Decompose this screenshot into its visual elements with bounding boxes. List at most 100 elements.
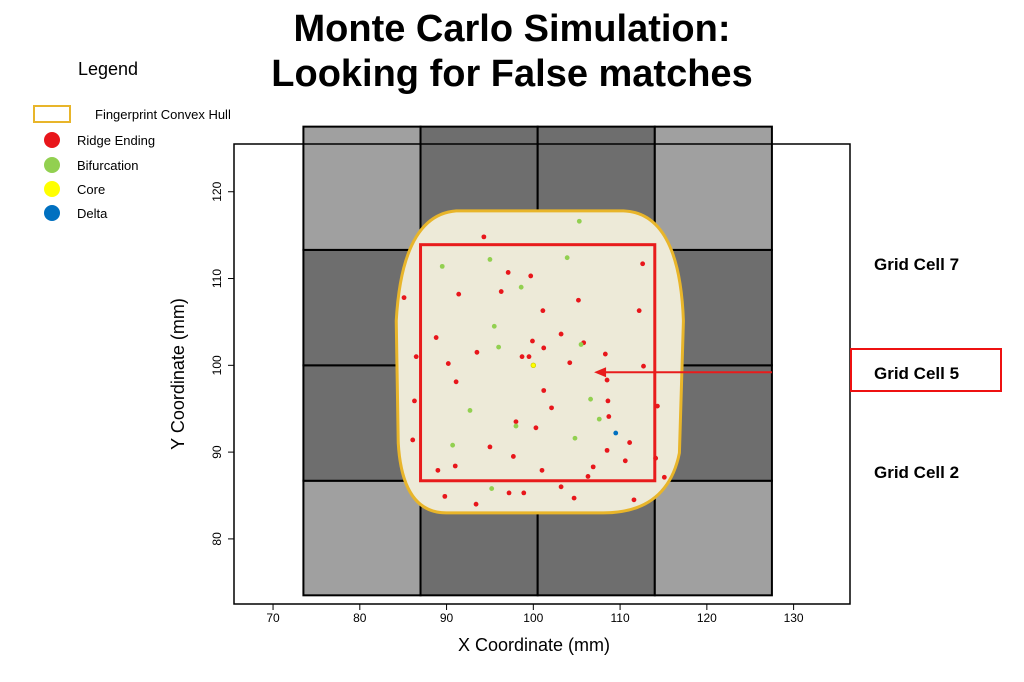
legend-label: Ridge Ending — [77, 132, 156, 148]
point-bifurcation — [576, 218, 582, 224]
grid-cell-label-bottom: Grid Cell 2 — [874, 463, 960, 482]
point-ridge-ending — [590, 464, 596, 470]
x-tick-label: 110 — [611, 611, 630, 625]
x-axis-title: X Coordinate (mm) — [458, 635, 610, 655]
fingerprint-convex-hull — [394, 209, 685, 515]
point-bifurcation — [513, 423, 519, 429]
point-ridge-ending — [412, 398, 417, 404]
legend-item-core: Core — [32, 179, 105, 199]
point-ridge-ending — [413, 354, 419, 360]
x-tick-label: 100 — [523, 611, 543, 625]
point-bifurcation — [518, 284, 524, 290]
point-bifurcation — [450, 442, 456, 448]
x-tick-label: 120 — [697, 611, 717, 625]
legend-item-delta: Delta — [32, 203, 107, 223]
point-ridge-ending — [526, 354, 532, 360]
point-ridge-ending — [622, 458, 628, 464]
point-ridge-ending — [631, 497, 637, 503]
point-bifurcation — [596, 416, 602, 422]
point-ridge-ending — [567, 360, 573, 366]
point-ridge-ending — [641, 363, 646, 369]
legend-label: Bifurcation — [77, 157, 139, 173]
point-ridge-ending — [604, 377, 610, 383]
y-axis-title: Y Coordinate (mm) — [168, 298, 188, 450]
point-core — [530, 362, 537, 369]
point-bifurcation — [588, 396, 593, 402]
yellow-dot-icon — [44, 181, 60, 197]
point-bifurcation — [572, 435, 578, 441]
point-ridge-ending — [604, 447, 610, 453]
point-ridge-ending — [541, 345, 547, 351]
point-ridge-ending — [528, 273, 534, 279]
point-ridge-ending — [602, 351, 608, 357]
grid-cell-label-top: Grid Cell 7 — [874, 255, 960, 274]
y-tick-label: 80 — [210, 532, 224, 546]
point-ridge-ending — [474, 349, 480, 355]
grid-cell-label-middle: Grid Cell 5 — [874, 364, 960, 383]
point-bifurcation — [467, 408, 473, 413]
point-ridge-ending — [410, 437, 416, 443]
point-bifurcation — [578, 342, 584, 347]
point-ridge-ending — [605, 398, 611, 404]
point-bifurcation — [489, 486, 495, 491]
legend-title: Legend — [78, 59, 139, 79]
point-ridge-ending — [530, 338, 535, 344]
point-ridge-ending — [505, 270, 511, 275]
chart-title-line-1: Monte Carlo Simulation: — [293, 8, 731, 50]
grid-cell — [302, 479, 422, 597]
point-ridge-ending — [510, 454, 516, 459]
point-ridge-ending — [640, 261, 646, 267]
point-ridge-ending — [558, 484, 564, 490]
x-tick-label: 70 — [266, 611, 280, 625]
chart-title-line-2: Looking for False matches — [271, 53, 753, 95]
point-ridge-ending — [456, 291, 462, 297]
x-tick-label: 90 — [440, 611, 454, 625]
point-ridge-ending — [453, 379, 459, 385]
point-ridge-ending — [627, 440, 633, 445]
point-ridge-ending — [452, 463, 458, 469]
x-tick-label: 80 — [353, 611, 367, 625]
point-bifurcation — [487, 257, 493, 262]
point-ridge-ending — [506, 490, 512, 496]
y-tick-label: 90 — [210, 445, 224, 459]
blue-dot-icon — [44, 205, 60, 221]
legend-label: Fingerprint Convex Hull — [95, 106, 231, 122]
point-bifurcation — [564, 255, 570, 261]
green-dot-icon — [44, 157, 60, 173]
point-ridge-ending — [445, 361, 451, 366]
y-tick-label: 100 — [210, 355, 224, 375]
point-ridge-ending — [442, 493, 448, 499]
point-ridge-ending — [487, 444, 493, 450]
highlight-square — [419, 243, 657, 483]
point-bifurcation — [439, 263, 445, 269]
hull-swatch-icon — [33, 105, 71, 123]
point-ridge-ending — [541, 388, 547, 393]
point-ridge-ending — [533, 425, 539, 431]
legend-item-bifurcation: Bifurcation — [32, 155, 138, 175]
point-ridge-ending — [498, 289, 504, 294]
point-ridge-ending — [653, 455, 659, 461]
point-ridge-ending — [636, 308, 642, 314]
point-ridge-ending — [606, 414, 612, 419]
point-ridge-ending — [401, 295, 407, 301]
legend-item-hull: Fingerprint Convex Hull — [32, 104, 231, 124]
point-delta — [613, 430, 619, 436]
point-ridge-ending — [481, 234, 487, 240]
point-ridge-ending — [654, 403, 660, 409]
callout-arrow-head — [594, 367, 607, 378]
point-ridge-ending — [571, 495, 577, 501]
red-dot-icon — [44, 132, 60, 148]
point-ridge-ending — [519, 354, 525, 360]
point-ridge-ending — [576, 297, 581, 303]
point-ridge-ending — [585, 474, 591, 479]
point-ridge-ending — [661, 474, 667, 480]
y-tick-label: 120 — [210, 181, 224, 201]
grid-cell — [653, 125, 773, 251]
grid-cell-callout-box — [850, 348, 1002, 392]
point-ridge-ending — [473, 501, 479, 507]
point-ridge-ending — [539, 467, 545, 473]
legend-label: Core — [77, 181, 106, 197]
y-tick-label: 110 — [210, 269, 224, 288]
point-ridge-ending — [433, 335, 439, 340]
